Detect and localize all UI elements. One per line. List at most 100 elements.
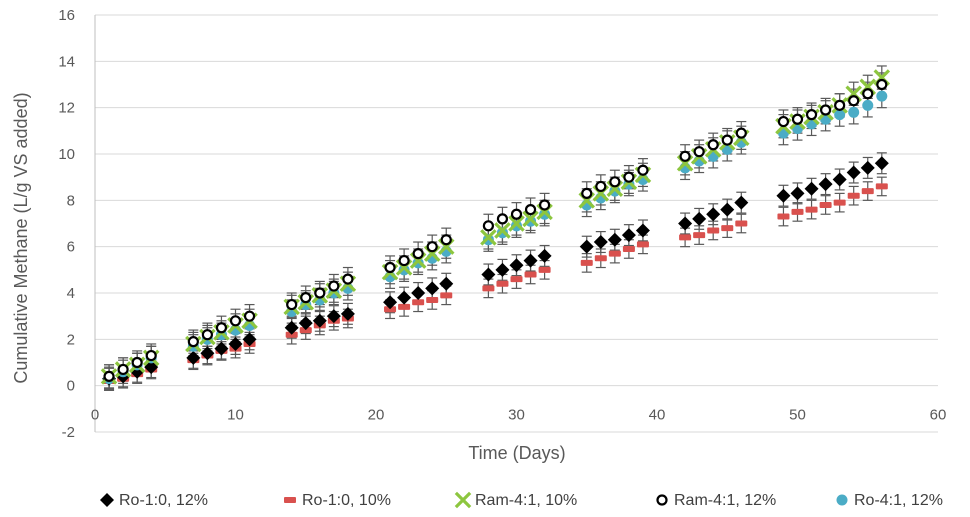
data-point [496,280,509,287]
data-point [819,104,832,116]
data-point [861,188,874,195]
data-point [397,290,412,305]
data-point [117,363,129,376]
data-point [734,195,749,210]
data-point [524,204,537,216]
data-point [523,253,538,268]
data-point [735,127,747,139]
data-point [721,134,733,146]
data-point [439,276,454,291]
data-point [735,220,748,227]
x-axis-title: Time (Days) [468,443,565,463]
data-point [481,267,496,282]
data-point [834,109,846,121]
data-point [131,356,143,369]
data-point [187,336,199,348]
data-point [298,316,313,331]
data-point [384,261,396,274]
data-point [398,303,411,310]
legend-label: Ro-4:1, 12% [854,492,943,509]
data-point [482,285,495,292]
data-point [791,113,804,125]
data-point [834,99,846,111]
data-point [707,227,720,234]
data-point [510,208,523,220]
y-tick-label: 14 [58,53,75,70]
data-point [314,287,326,299]
data-point [480,229,497,246]
data-point [228,336,243,351]
y-tick-label: 16 [58,7,75,24]
data-point [622,245,635,252]
data-point [522,210,539,228]
data-point [482,234,494,246]
legend-marker [836,494,848,506]
legend-item: Ro-4:1, 12% [836,492,943,509]
data-point [693,232,706,239]
data-point [398,264,410,276]
data-point [777,115,790,128]
data-point [300,292,312,304]
legend-label: Ro-1:0, 12% [119,492,208,509]
y-axis-title: Cumulative Methane (L/g VS added) [11,92,31,383]
data-point [875,183,888,190]
x-tick-label: 10 [227,407,244,424]
data-point [440,234,452,246]
legend-label: Ro-1:0, 10% [302,492,391,509]
data-point [693,146,705,158]
data-point [412,257,424,269]
legend-marker [100,493,114,507]
data-point [145,349,157,362]
y-tick-label: -2 [62,424,75,441]
data-point [398,254,410,267]
data-point [509,258,524,273]
y-tick-label: 6 [67,239,75,256]
data-point [623,171,635,183]
data-point [426,241,438,253]
data-point [777,213,790,220]
data-point [286,298,298,311]
data-point [791,208,804,215]
data-point [678,216,693,231]
legend-item: Ro-1:0, 12% [100,492,208,509]
y-tick-label: 12 [58,100,75,117]
data-point [818,177,833,192]
data-point [524,271,537,278]
data-point [326,309,341,324]
data-point [846,165,861,180]
data-point [776,188,791,203]
data-point [636,241,649,248]
data-point [511,220,522,232]
data-point [805,206,818,213]
y-tick-label: 4 [67,285,75,302]
data-point [609,176,621,188]
data-point [482,220,494,232]
data-point [539,208,551,220]
data-point [621,228,636,243]
data-point [692,211,707,226]
data-point [243,310,256,322]
y-tick-label: 8 [67,192,75,209]
data-point [200,346,215,361]
y-tick-label: 2 [67,331,75,348]
data-point [201,329,213,341]
data-point [679,234,692,241]
legend-item: Ram-4:1, 12% [656,492,776,509]
data-point [637,164,649,176]
data-point [412,299,425,306]
x-tick-label: 50 [789,407,806,424]
x-tick-label: 20 [368,407,385,424]
data-point [510,276,523,283]
data-point [496,227,508,239]
x-tick-label: 0 [91,407,99,424]
legend-item: Ro-1:0, 10% [284,492,391,509]
data-point [215,322,228,334]
legend-marker [656,494,668,506]
data-point [832,172,847,187]
data-point [876,90,888,102]
data-point [342,273,354,285]
data-point [214,341,229,356]
data-point [819,201,832,208]
tick-labels: -2 0 2 4 6 8 10 12 14 16 0 10 20 30 40 50 60 [58,7,946,441]
